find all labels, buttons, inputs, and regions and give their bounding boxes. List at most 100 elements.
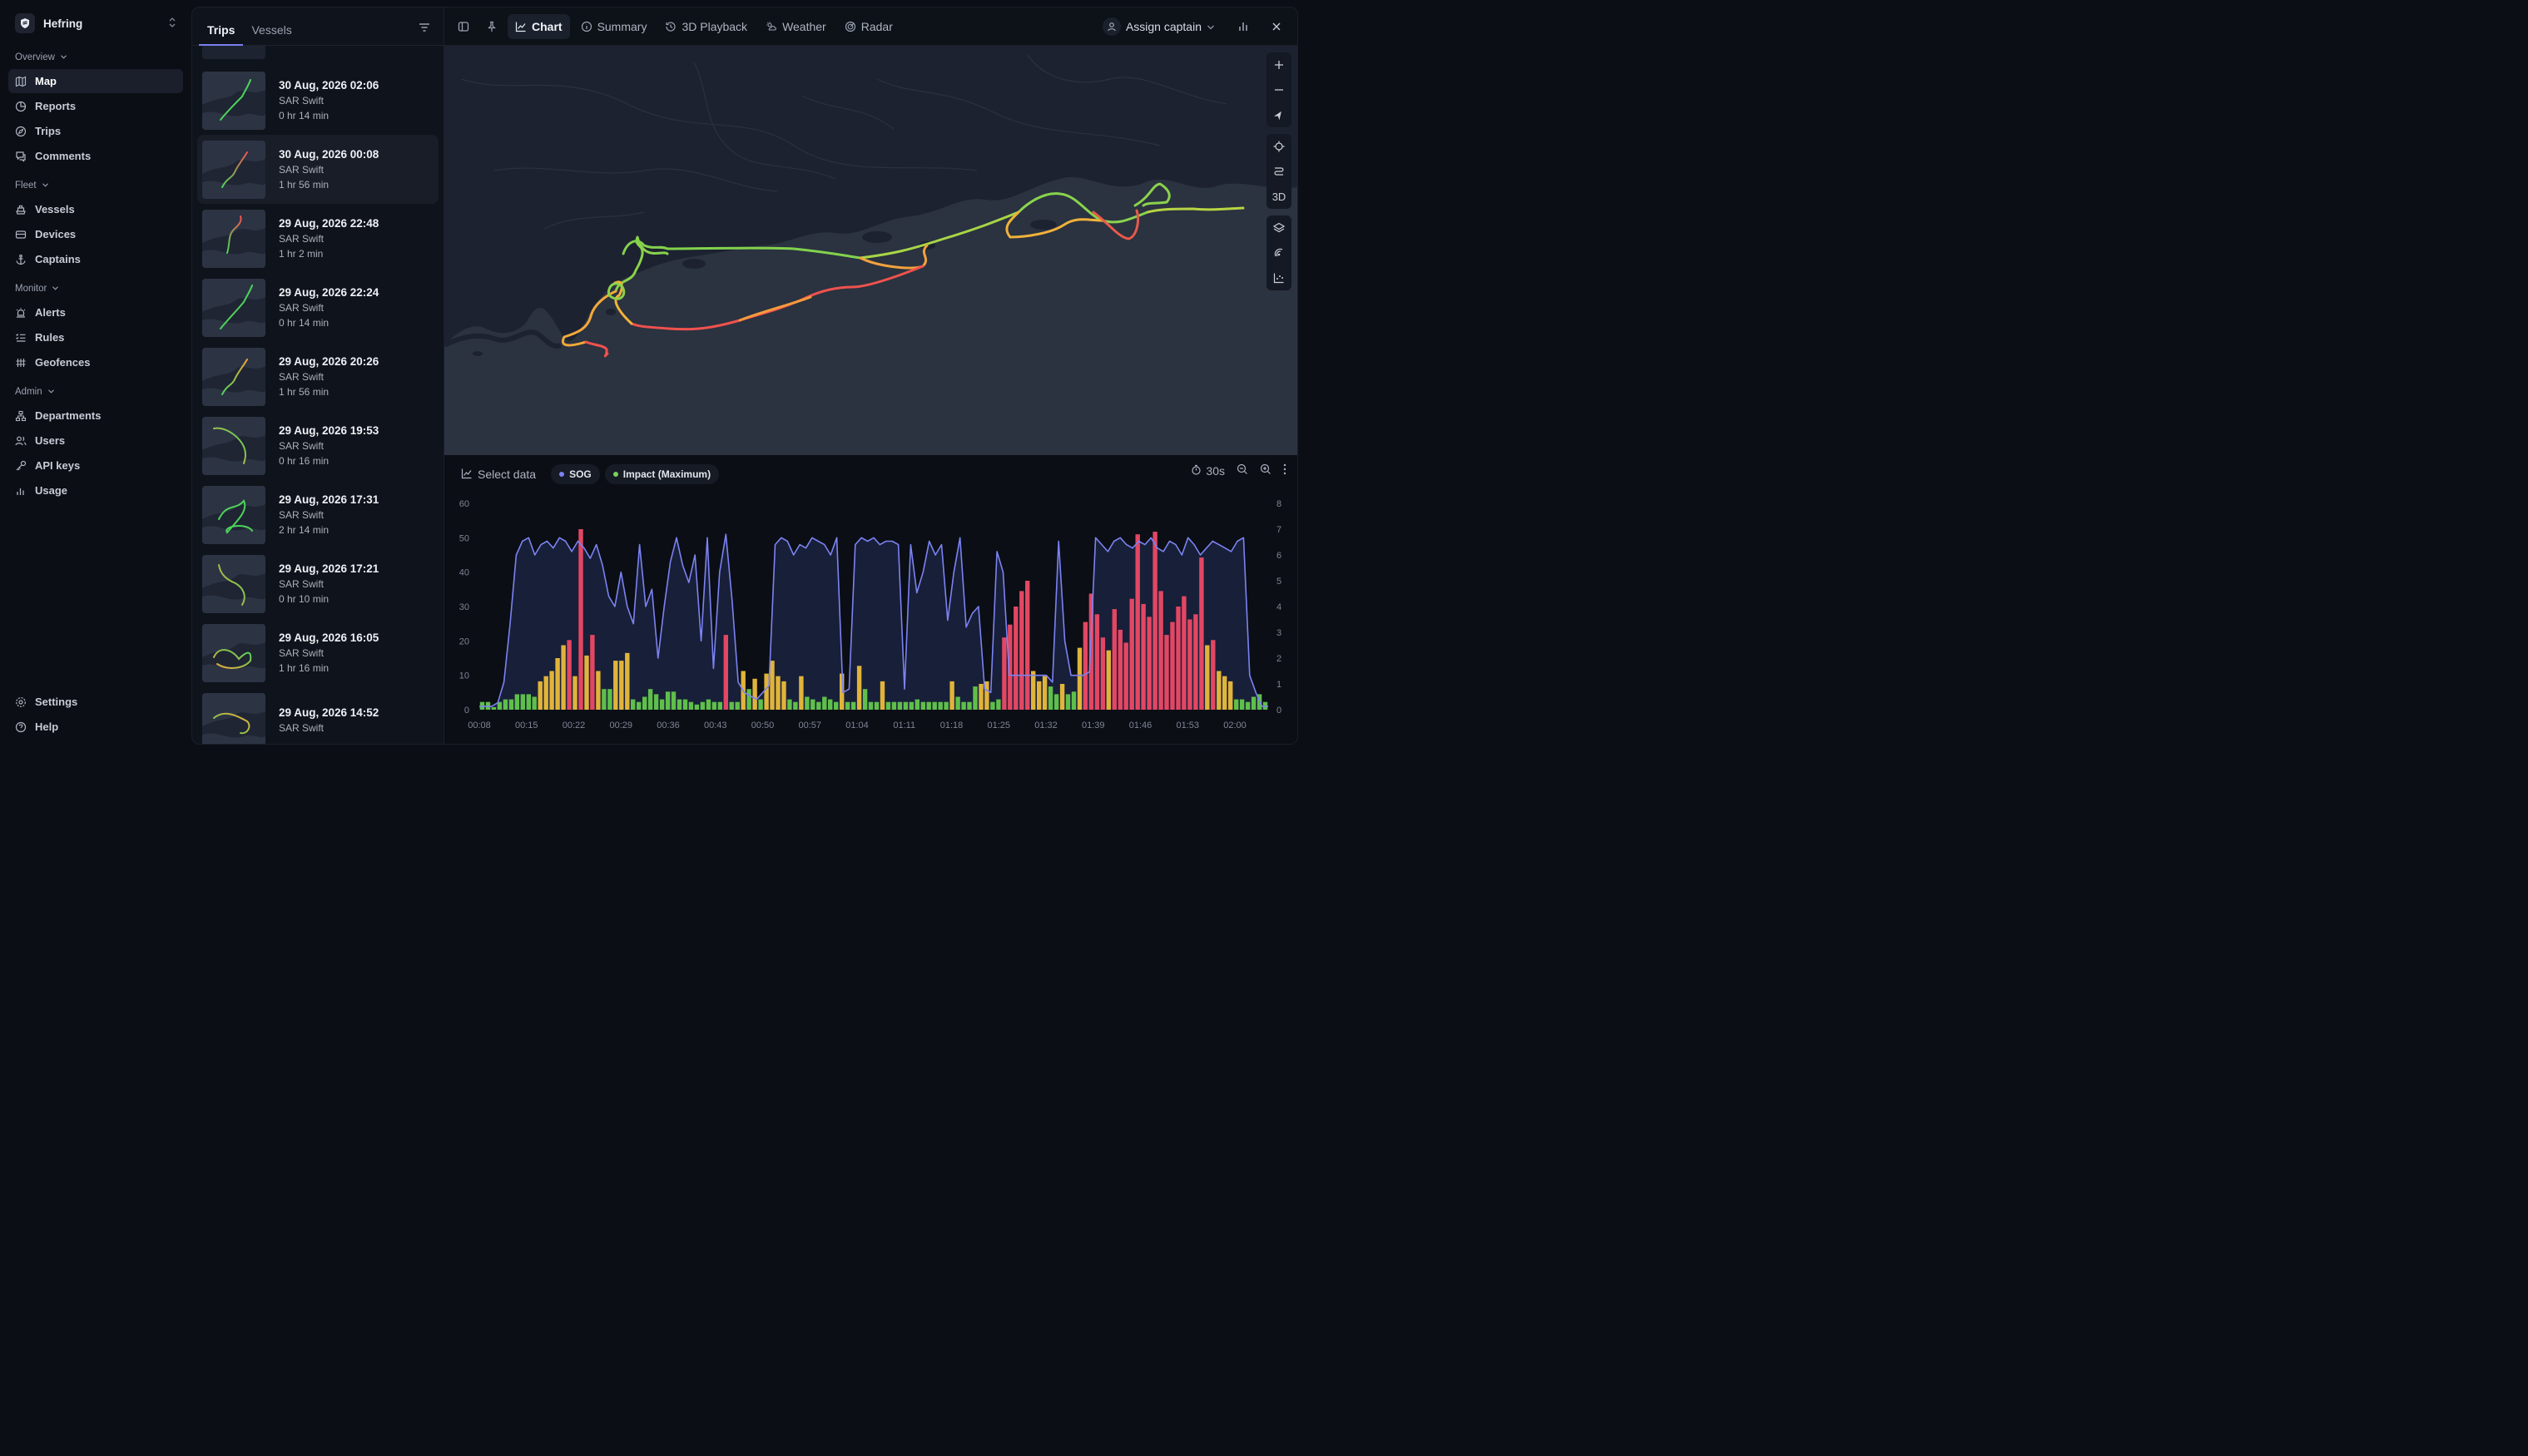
route-icon[interactable] bbox=[1266, 159, 1291, 184]
tab-trips[interactable]: Trips bbox=[199, 23, 244, 46]
layers-icon[interactable] bbox=[1266, 215, 1291, 240]
sidebar-item-departments[interactable]: Departments bbox=[8, 404, 183, 428]
x-tick-label: 01:18 bbox=[940, 721, 964, 730]
impact-bar bbox=[1158, 591, 1163, 710]
trip-list-partial-item bbox=[202, 46, 434, 66]
sidebar-item-reports[interactable]: Reports bbox=[8, 94, 183, 118]
bar-chart-icon[interactable] bbox=[1231, 14, 1256, 39]
sidebar-item-trips[interactable]: Trips bbox=[8, 119, 183, 143]
sidebar-item-devices[interactable]: Devices bbox=[8, 222, 183, 246]
impact-bar bbox=[1211, 640, 1216, 710]
close-icon[interactable] bbox=[1264, 14, 1289, 39]
locate-icon[interactable] bbox=[1266, 134, 1291, 159]
trip-duration: 1 hr 56 min bbox=[279, 386, 330, 398]
trip-track bbox=[562, 182, 1245, 358]
trip-list-item[interactable]: 29 Aug, 2026 14:52 SAR Swift bbox=[197, 687, 439, 744]
sidebar-item-api-keys[interactable]: API keys bbox=[8, 453, 183, 478]
tab-summary[interactable]: Summary bbox=[573, 14, 655, 39]
trip-list-item[interactable]: 29 Aug, 2026 16:05 SAR Swift 1 hr 16 min bbox=[197, 618, 439, 687]
tab-weather[interactable]: Weather bbox=[758, 14, 834, 39]
series-pill-impact[interactable]: Impact (Maximum) bbox=[604, 464, 720, 484]
impact-bar bbox=[1042, 676, 1048, 710]
sog-impact-chart[interactable]: 0 10 20 30 40 50 60 0 1 2 3 4 5 6 7 8 00:08 00:15 00:22 00:… bbox=[444, 455, 1298, 745]
filter-icon[interactable] bbox=[419, 22, 430, 35]
tab-vessels[interactable]: Vessels bbox=[251, 23, 292, 37]
trip-list-item[interactable]: 30 Aug, 2026 00:08 SAR Swift 1 hr 56 min bbox=[197, 135, 439, 204]
chart-tools: 30s bbox=[1191, 463, 1286, 478]
trip-list-item[interactable]: 29 Aug, 2026 22:48 SAR Swift 1 hr 2 min bbox=[197, 204, 439, 273]
trip-date: 29 Aug, 2026 16:05 bbox=[279, 631, 379, 644]
trip-map[interactable]: 3D bbox=[444, 46, 1297, 455]
panel-toggle-icon[interactable] bbox=[451, 14, 476, 39]
trip-info: 30 Aug, 2026 02:06 SAR Swift 0 hr 14 min bbox=[279, 79, 379, 121]
select-data-button[interactable]: Select data bbox=[458, 462, 539, 487]
sidebar-item-rules[interactable]: Rules bbox=[8, 325, 183, 349]
y-left-tick-label: 60 bbox=[459, 499, 469, 509]
impact-bar bbox=[868, 701, 874, 710]
impact-bar bbox=[746, 689, 751, 710]
sidebar-item-captains[interactable]: Captains bbox=[8, 247, 183, 271]
info-icon bbox=[581, 21, 592, 32]
impact-bar bbox=[706, 699, 711, 710]
sidebar-item-vessels[interactable]: Vessels bbox=[8, 197, 183, 221]
sidebar-item-map[interactable]: Map bbox=[8, 69, 183, 93]
trip-date: 29 Aug, 2026 14:52 bbox=[279, 706, 379, 719]
more-options-icon[interactable] bbox=[1283, 463, 1286, 478]
toggle-3d-button[interactable]: 3D bbox=[1271, 190, 1286, 203]
section-header-overview[interactable]: Overview bbox=[8, 47, 183, 68]
trip-duration: 0 hr 14 min bbox=[279, 317, 330, 329]
tab-radar[interactable]: Radar bbox=[837, 14, 900, 39]
trip-duration: 0 hr 14 min bbox=[279, 110, 330, 121]
impact-bar bbox=[938, 701, 943, 710]
land-mass bbox=[444, 46, 1297, 345]
sidebar-item-geofences[interactable]: Geofences bbox=[8, 350, 183, 374]
impact-bar bbox=[1059, 684, 1065, 710]
series-color-dot bbox=[559, 472, 565, 477]
impact-bar bbox=[573, 676, 577, 710]
trip-info: 29 Aug, 2026 14:52 SAR Swift bbox=[279, 706, 379, 737]
impact-bar bbox=[1031, 671, 1036, 710]
impact-bar bbox=[1147, 617, 1152, 710]
impact-bar bbox=[543, 676, 548, 710]
sidebar-item-help[interactable]: Help bbox=[8, 715, 183, 739]
impact-bar bbox=[909, 701, 914, 710]
section-header-admin[interactable]: Admin bbox=[8, 381, 183, 403]
section-header-monitor[interactable]: Monitor bbox=[8, 278, 183, 300]
radar-overlay-icon[interactable] bbox=[1266, 240, 1291, 265]
zoom-in-icon[interactable] bbox=[1266, 52, 1291, 77]
zoom-in-chart-icon[interactable] bbox=[1260, 463, 1271, 478]
weather-icon bbox=[766, 21, 777, 32]
scatter-chart-icon[interactable] bbox=[1266, 265, 1291, 290]
zoom-out-icon[interactable] bbox=[1266, 77, 1291, 102]
sidebar-item-usage[interactable]: Usage bbox=[8, 478, 183, 503]
trip-list-item[interactable]: 30 Aug, 2026 02:06 SAR Swift 0 hr 14 min bbox=[197, 66, 439, 135]
pin-icon[interactable] bbox=[479, 14, 504, 39]
trip-thumbnail bbox=[202, 71, 265, 130]
compass-icon bbox=[15, 126, 27, 137]
trip-list-item[interactable]: 29 Aug, 2026 22:24 SAR Swift 0 hr 14 min bbox=[197, 273, 439, 342]
trip-list-item[interactable]: 29 Aug, 2026 20:26 SAR Swift 1 hr 56 min bbox=[197, 342, 439, 411]
trip-list-item[interactable]: 29 Aug, 2026 19:53 SAR Swift 0 hr 16 min bbox=[197, 411, 439, 480]
section-header-fleet[interactable]: Fleet bbox=[8, 175, 183, 196]
sidebar-item-settings[interactable]: Settings bbox=[8, 690, 183, 714]
x-tick-label: 01:39 bbox=[1082, 721, 1105, 730]
sidebar-item-comments[interactable]: Comments bbox=[8, 144, 183, 168]
y-left-tick-label: 30 bbox=[459, 602, 469, 612]
interval-selector[interactable]: 30s bbox=[1191, 464, 1225, 478]
select-data-label: Select data bbox=[478, 468, 537, 481]
sidebar-item-alerts[interactable]: Alerts bbox=[8, 300, 183, 324]
impact-bar bbox=[828, 699, 833, 710]
impact-bar bbox=[508, 699, 514, 710]
impact-bar bbox=[723, 635, 728, 710]
tab-chart[interactable]: Chart bbox=[508, 13, 570, 39]
sidebar-item-label: Departments bbox=[35, 409, 102, 422]
assign-captain-dropdown[interactable]: Assign captain bbox=[1095, 14, 1222, 39]
compass-north-icon[interactable] bbox=[1266, 102, 1291, 127]
trip-list-item[interactable]: 29 Aug, 2026 17:31 SAR Swift 2 hr 14 min bbox=[197, 480, 439, 549]
tab-3d-playback[interactable]: 3D Playback bbox=[657, 14, 755, 39]
sidebar-item-users[interactable]: Users bbox=[8, 428, 183, 453]
series-pill-sog[interactable]: SOG bbox=[551, 464, 600, 484]
workspace-switcher[interactable]: Hefring bbox=[8, 7, 183, 40]
trip-list-item[interactable]: 29 Aug, 2026 17:21 SAR Swift 0 hr 10 min bbox=[197, 549, 439, 618]
zoom-out-chart-icon[interactable] bbox=[1237, 463, 1248, 478]
